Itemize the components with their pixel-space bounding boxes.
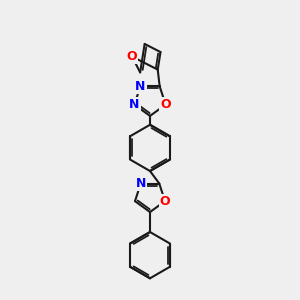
Text: N: N <box>135 80 146 93</box>
Text: O: O <box>127 50 137 63</box>
Text: N: N <box>129 98 140 111</box>
Text: O: O <box>160 195 170 208</box>
Text: N: N <box>136 177 146 190</box>
Text: O: O <box>160 98 171 111</box>
